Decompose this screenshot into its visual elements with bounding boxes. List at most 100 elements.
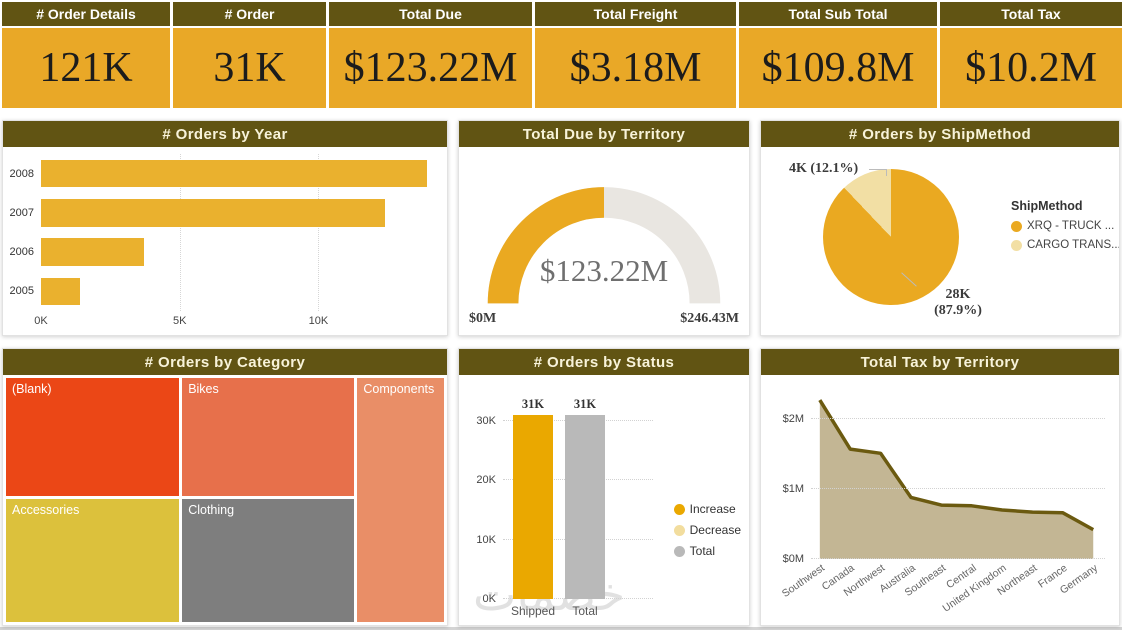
- kpi-card-total-sub-total[interactable]: Total Sub Total $109.8M: [739, 2, 937, 108]
- callout-connector: [869, 169, 886, 170]
- legend-swatch: [673, 503, 685, 515]
- y-axis-tick-label: $2M: [782, 413, 804, 425]
- panel-title: # Orders by Status: [459, 349, 749, 375]
- treemap-tile-label: Clothing: [188, 502, 235, 517]
- legend-label: XRQ - TRUCK ...: [1027, 220, 1115, 232]
- treemap: (Blank) Bikes Components Accessories Clothin…: [3, 375, 447, 625]
- legend-label: Increase: [689, 502, 736, 516]
- pie-chart[interactable]: [823, 169, 959, 305]
- treemap-tile-label: (Blank): [12, 382, 52, 396]
- pie-legend: ShipMethod XRQ - TRUCK ... CARGO TRANS...: [1011, 199, 1119, 251]
- panel-title: # Orders by Category: [3, 349, 447, 375]
- chart-grid: # Orders by Year 0K 5K 10K 2008 2007 2006 2005…: [2, 120, 1122, 626]
- kpi-card-order[interactable]: # Order 31K: [173, 2, 326, 108]
- legend-item[interactable]: Total: [673, 544, 741, 558]
- bar-chart-plot: 0K 5K 10K 2008 2007 2006 2005: [10, 154, 435, 327]
- x-axis-category-label: Total: [572, 604, 598, 618]
- legend-item[interactable]: CARGO TRANS...: [1011, 239, 1119, 251]
- kpi-title: # Order Details: [2, 2, 170, 26]
- kpi-title: Total Sub Total: [739, 2, 937, 26]
- y-axis-tick-label: $0M: [782, 553, 804, 565]
- bar-2005[interactable]: [41, 277, 80, 306]
- x-axis-tick-label: 0K: [34, 315, 48, 327]
- area-fill[interactable]: [819, 400, 1094, 559]
- x-axis-tick-label: 5K: [172, 315, 187, 327]
- gridline-horizontal: [811, 488, 1105, 489]
- y-axis-category-label: 2006: [9, 246, 34, 259]
- treemap-tile-bikes[interactable]: Bikes: [182, 378, 355, 496]
- bar-2006[interactable]: [41, 238, 144, 266]
- area-chart-body: $0M $1M $2M Southwest Canada Northwest Austral…: [761, 375, 1119, 625]
- pie-body: 4K (12.1%) 28K (87.9%) ShipMethod XRQ - …: [761, 147, 1119, 335]
- gridline-horizontal: [811, 558, 1105, 559]
- bar-2007[interactable]: [41, 199, 386, 227]
- bar-row: 2007: [10, 193, 435, 232]
- legend-item[interactable]: Decrease: [673, 523, 741, 537]
- legend-swatch: [673, 524, 685, 536]
- waterfall-plot: 0K 10K 20K 30K 31K Shipped 31K Total: [476, 397, 653, 618]
- panel-title: # Orders by ShipMethod: [761, 121, 1119, 147]
- callout-connector: [886, 169, 887, 176]
- panel-orders-by-category: # Orders by Category (Blank) Bikes Compone…: [2, 348, 448, 626]
- kpi-value: 31K: [173, 28, 326, 108]
- kpi-value: $123.22M: [329, 28, 532, 108]
- kpi-card-order-details[interactable]: # Order Details 121K: [2, 2, 170, 108]
- treemap-tile-label: Bikes: [188, 382, 219, 396]
- bar-row: 2008: [10, 154, 435, 193]
- bar-2008[interactable]: [41, 159, 427, 188]
- gauge-body: $123.22M $0M $246.43M: [459, 147, 749, 335]
- kpi-title: # Order: [173, 2, 326, 26]
- legend-swatch: [1011, 239, 1022, 251]
- treemap-tile-clothing[interactable]: Clothing: [182, 498, 355, 622]
- kpi-row: # Order Details 121K # Order 31K Total D…: [2, 2, 1122, 108]
- bar-value-label: 31K: [573, 396, 597, 411]
- gauge-fill-arc[interactable]: [487, 187, 605, 304]
- panel-total-tax-by-territory: Total Tax by Territory $0M $1M $2M Southwes…: [760, 348, 1120, 626]
- panel-orders-by-shipmethod: # Orders by ShipMethod 4K (12.1%) 28K (8…: [760, 120, 1120, 336]
- waterfall-legend: Increase Decrease Total: [673, 495, 741, 558]
- area-chart-plot: $0M $1M $2M Southwest Canada Northwest Austral…: [780, 391, 1105, 615]
- kpi-value: $3.18M: [535, 28, 736, 108]
- pie-callout-small-slice: 4K (12.1%): [789, 161, 859, 176]
- panel-title: # Orders by Year: [3, 121, 447, 147]
- kpi-value: $10.2M: [940, 28, 1122, 108]
- bar-row: 2006: [10, 233, 435, 272]
- panel-total-due-by-territory: Total Due by Territory $123.22M $0M $246…: [458, 120, 750, 336]
- bar-row: 2005: [10, 272, 435, 311]
- gauge-max-label: $246.43M: [680, 311, 739, 326]
- y-axis-category-label: 2007: [9, 206, 34, 219]
- kpi-title: Total Due: [329, 2, 532, 26]
- bar-value-label: 31K: [521, 396, 545, 411]
- legend-swatch: [673, 545, 685, 557]
- pie-callout-pct: (87.9%): [934, 303, 982, 318]
- legend-item[interactable]: XRQ - TRUCK ...: [1011, 220, 1119, 232]
- x-axis-category-label: Shipped: [510, 604, 556, 618]
- y-axis-tick-label: $1M: [782, 483, 804, 495]
- bar-shipped[interactable]: [513, 414, 553, 599]
- x-axis-tick-label: 10K: [308, 315, 329, 327]
- treemap-tile-blank[interactable]: (Blank): [6, 378, 180, 496]
- kpi-value: $109.8M: [739, 28, 937, 108]
- bar-chart-body: 0K 5K 10K 2008 2007 2006 2005: [3, 147, 447, 335]
- x-axis-category-label: Southwest: [779, 562, 827, 600]
- kpi-card-total-tax[interactable]: Total Tax $10.2M: [940, 2, 1122, 108]
- legend-label: Decrease: [689, 523, 741, 537]
- panel-orders-by-year: # Orders by Year 0K 5K 10K 2008 2007 2006 2005: [2, 120, 448, 336]
- legend-item[interactable]: Increase: [673, 502, 741, 516]
- kpi-card-total-due[interactable]: Total Due $123.22M: [329, 2, 532, 108]
- y-axis-category-label: 2008: [9, 167, 34, 180]
- kpi-card-total-freight[interactable]: Total Freight $3.18M: [535, 2, 736, 108]
- legend-items: XRQ - TRUCK ... CARGO TRANS...: [1011, 220, 1119, 251]
- y-axis-tick-label: 30K: [476, 414, 496, 427]
- legend-label: CARGO TRANS...: [1027, 239, 1119, 251]
- treemap-tile-components[interactable]: Components: [357, 378, 444, 622]
- kpi-title: Total Freight: [535, 2, 736, 26]
- panel-title: Total Due by Territory: [459, 121, 749, 147]
- treemap-tile-accessories[interactable]: Accessories: [6, 498, 180, 622]
- gauge-min-label: $0M: [469, 311, 497, 326]
- panel-orders-by-status: # Orders by Status خصمات 0K10K20K30K31KS…: [458, 348, 750, 626]
- bar-total[interactable]: [565, 414, 605, 599]
- gauge-chart: [487, 187, 721, 304]
